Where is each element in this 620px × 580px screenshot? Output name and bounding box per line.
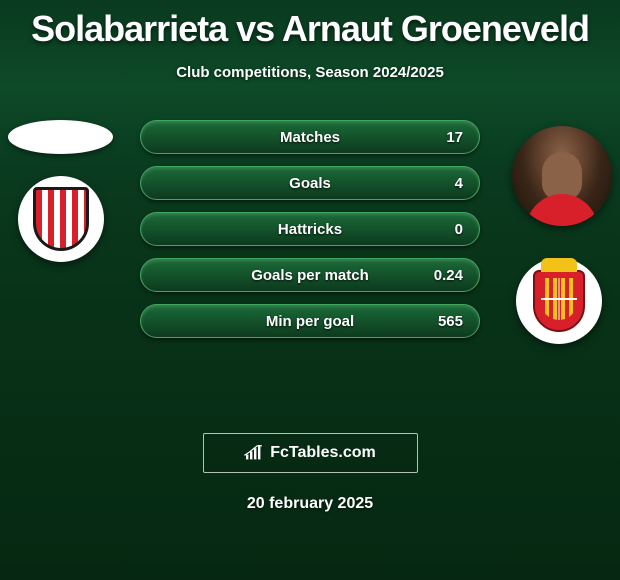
- stat-pill-hattricks: Hattricks 0: [140, 212, 480, 246]
- stat-value-right: 17: [446, 129, 463, 146]
- stat-row: Matches 17: [0, 120, 620, 154]
- stats-container: Matches 17 Goals 4 Hattricks 0 Goals per…: [0, 120, 620, 350]
- stat-value-right: 4: [455, 175, 463, 192]
- stat-value-right: 0: [455, 221, 463, 238]
- stat-pill-gpm: Goals per match 0.24: [140, 258, 480, 292]
- stat-value-right: 0.24: [434, 267, 463, 284]
- stat-row: Goals 4: [0, 166, 620, 200]
- page-subtitle: Club competitions, Season 2024/2025: [0, 64, 620, 81]
- stat-pill-mpg: Min per goal 565: [140, 304, 480, 338]
- stat-row: Goals per match 0.24: [0, 258, 620, 292]
- page-title: Solabarrieta vs Arnaut Groeneveld: [0, 0, 620, 50]
- stat-value-right: 565: [438, 313, 463, 330]
- stat-label: Goals per match: [251, 267, 369, 284]
- stat-label: Hattricks: [278, 221, 342, 238]
- stat-row: Min per goal 565: [0, 304, 620, 338]
- watermark: FcTables.com: [203, 433, 418, 473]
- stat-pill-goals: Goals 4: [140, 166, 480, 200]
- stat-row: Hattricks 0: [0, 212, 620, 246]
- chart-bars-icon: [244, 445, 264, 461]
- stat-label: Matches: [280, 129, 340, 146]
- page-date: 20 february 2025: [0, 495, 620, 513]
- stat-label: Min per goal: [266, 313, 354, 330]
- stat-label: Goals: [289, 175, 331, 192]
- watermark-label: FcTables.com: [270, 444, 376, 462]
- stat-pill-matches: Matches 17: [140, 120, 480, 154]
